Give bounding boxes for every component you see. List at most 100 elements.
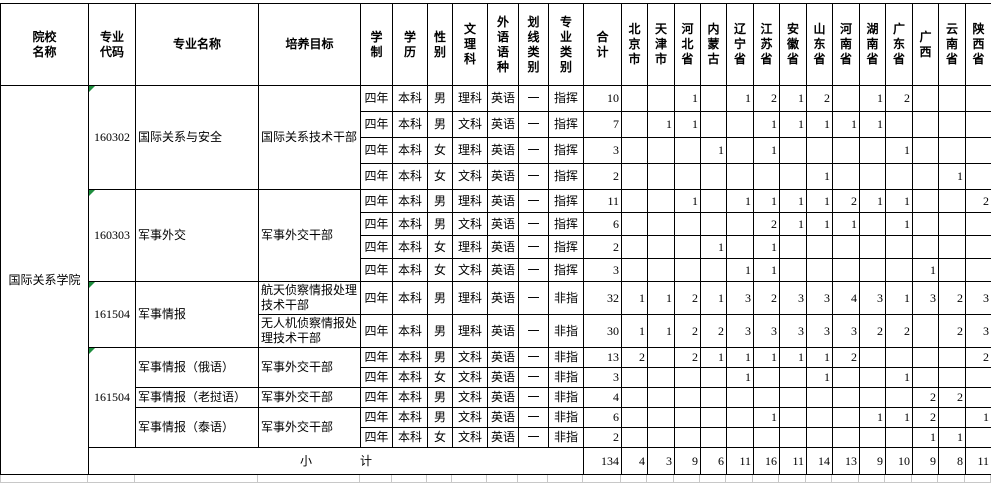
cell: [548, 475, 583, 483]
col-header-line-category: 划线类别: [518, 3, 549, 86]
province-count-cell: 13: [832, 447, 860, 475]
gender-cell: 男: [427, 314, 453, 348]
cell: [779, 475, 806, 483]
major-name-cell: 军事情报: [135, 281, 259, 348]
cell: [88, 475, 135, 483]
cell: 安徽省: [786, 22, 799, 66]
province-count-cell: 2: [674, 347, 701, 368]
gender-cell: 男: [427, 387, 453, 408]
table-row: 四年 本科 女 理科 英语 一 指挥 2 1 1: [1, 235, 991, 259]
province-count-cell: [647, 189, 675, 213]
province-count-cell: [832, 367, 860, 388]
province-count-cell: [647, 85, 675, 112]
category-cell: 指挥: [548, 212, 584, 236]
ghost-gridline-row: [0, 475, 991, 483]
province-count-cell: 3: [806, 281, 833, 315]
gender-cell: 女: [427, 427, 453, 448]
province-count-cell: [832, 258, 860, 282]
line-cell: 一: [518, 85, 549, 112]
track-cell: 理科: [452, 314, 488, 348]
header-row: 院校 名称 专业 代码 专业名称 培养目标 学制 学历 性别 文理科 外语语种 …: [0, 3, 991, 86]
province-count-cell: 1: [779, 189, 807, 213]
province-count-cell: 2: [885, 85, 913, 112]
province-count-cell: [700, 85, 727, 112]
province-count-cell: 1: [674, 189, 701, 213]
province-count-cell: [832, 235, 860, 259]
province-count-cell: [621, 189, 648, 213]
partial-next-row-gridlines: [0, 475, 991, 483]
cell: 江苏省: [760, 22, 773, 66]
objective-cell: 航天侦察情报处理技术干部: [258, 281, 361, 315]
degree-cell: 本科: [392, 347, 428, 368]
province-count-cell: 2: [700, 314, 727, 348]
track-cell: 理科: [452, 235, 488, 259]
col-header-shaanxi: 陕西省: [965, 3, 991, 86]
col-header-henan: 河南省: [832, 3, 860, 86]
degree-cell: 本科: [392, 212, 428, 236]
col-header-beijing: 北京市: [621, 3, 648, 86]
province-count-cell: [938, 85, 966, 112]
duration-cell: 四年: [360, 314, 393, 348]
col-header-objective: 培养目标: [258, 3, 361, 86]
province-count-cell: 1: [647, 314, 675, 348]
province-count-cell: [726, 235, 754, 259]
cell: 合计: [596, 29, 609, 59]
province-count-cell: [674, 407, 701, 428]
language-cell: 英语: [487, 212, 519, 236]
province-count-cell: 1: [938, 163, 966, 190]
province-count-cell: [726, 387, 754, 408]
category-cell: 指挥: [548, 163, 584, 190]
cell: 内蒙古: [707, 22, 720, 66]
province-count-cell: [700, 407, 727, 428]
province-count-cell: 1: [779, 111, 807, 138]
objective-cell: 军事外交干部: [258, 387, 361, 408]
line-cell: 一: [518, 347, 549, 368]
col-header-track: 文理科: [452, 3, 488, 86]
gender-cell: 男: [427, 111, 453, 138]
subtotal-label-cell: 小 计: [88, 447, 584, 475]
province-count-cell: [832, 85, 860, 112]
language-cell: 英语: [487, 85, 519, 112]
category-cell: 非指: [548, 347, 584, 368]
province-count-cell: 1: [753, 137, 780, 164]
province-count-cell: [938, 347, 966, 368]
cell: 河北省: [681, 22, 694, 66]
province-count-cell: [779, 427, 807, 448]
track-cell: 理科: [452, 137, 488, 164]
cell: [726, 475, 753, 483]
province-count-cell: 9: [912, 447, 939, 475]
province-count-cell: 1: [885, 137, 913, 164]
province-count-cell: [700, 189, 727, 213]
province-count-cell: [674, 427, 701, 448]
province-count-cell: 1: [832, 111, 860, 138]
province-count-cell: 1: [912, 427, 939, 448]
total-cell: 3: [583, 367, 622, 388]
province-count-cell: 9: [674, 447, 701, 475]
cell: [674, 475, 700, 483]
gender-cell: 男: [427, 189, 453, 213]
track-cell: 文科: [452, 111, 488, 138]
track-cell: 文科: [452, 258, 488, 282]
province-count-cell: [779, 367, 807, 388]
track-cell: 文科: [452, 347, 488, 368]
cell: 划线类别: [527, 14, 540, 74]
province-count-cell: [912, 314, 939, 348]
language-cell: 英语: [487, 163, 519, 190]
province-count-cell: [726, 111, 754, 138]
category-cell: 非指: [548, 367, 584, 388]
language-cell: 英语: [487, 407, 519, 428]
province-count-cell: [700, 387, 727, 408]
major-code-cell: 160302: [88, 85, 136, 190]
province-count-cell: 1: [726, 258, 754, 282]
category-cell: 指挥: [548, 137, 584, 164]
degree-cell: 本科: [392, 387, 428, 408]
duration-cell: 四年: [360, 189, 393, 213]
province-count-cell: [965, 427, 991, 448]
province-count-cell: [647, 387, 675, 408]
province-count-cell: [647, 427, 675, 448]
cell: 专业类别: [559, 14, 572, 74]
province-count-cell: 1: [885, 189, 913, 213]
province-count-cell: 1: [779, 212, 807, 236]
